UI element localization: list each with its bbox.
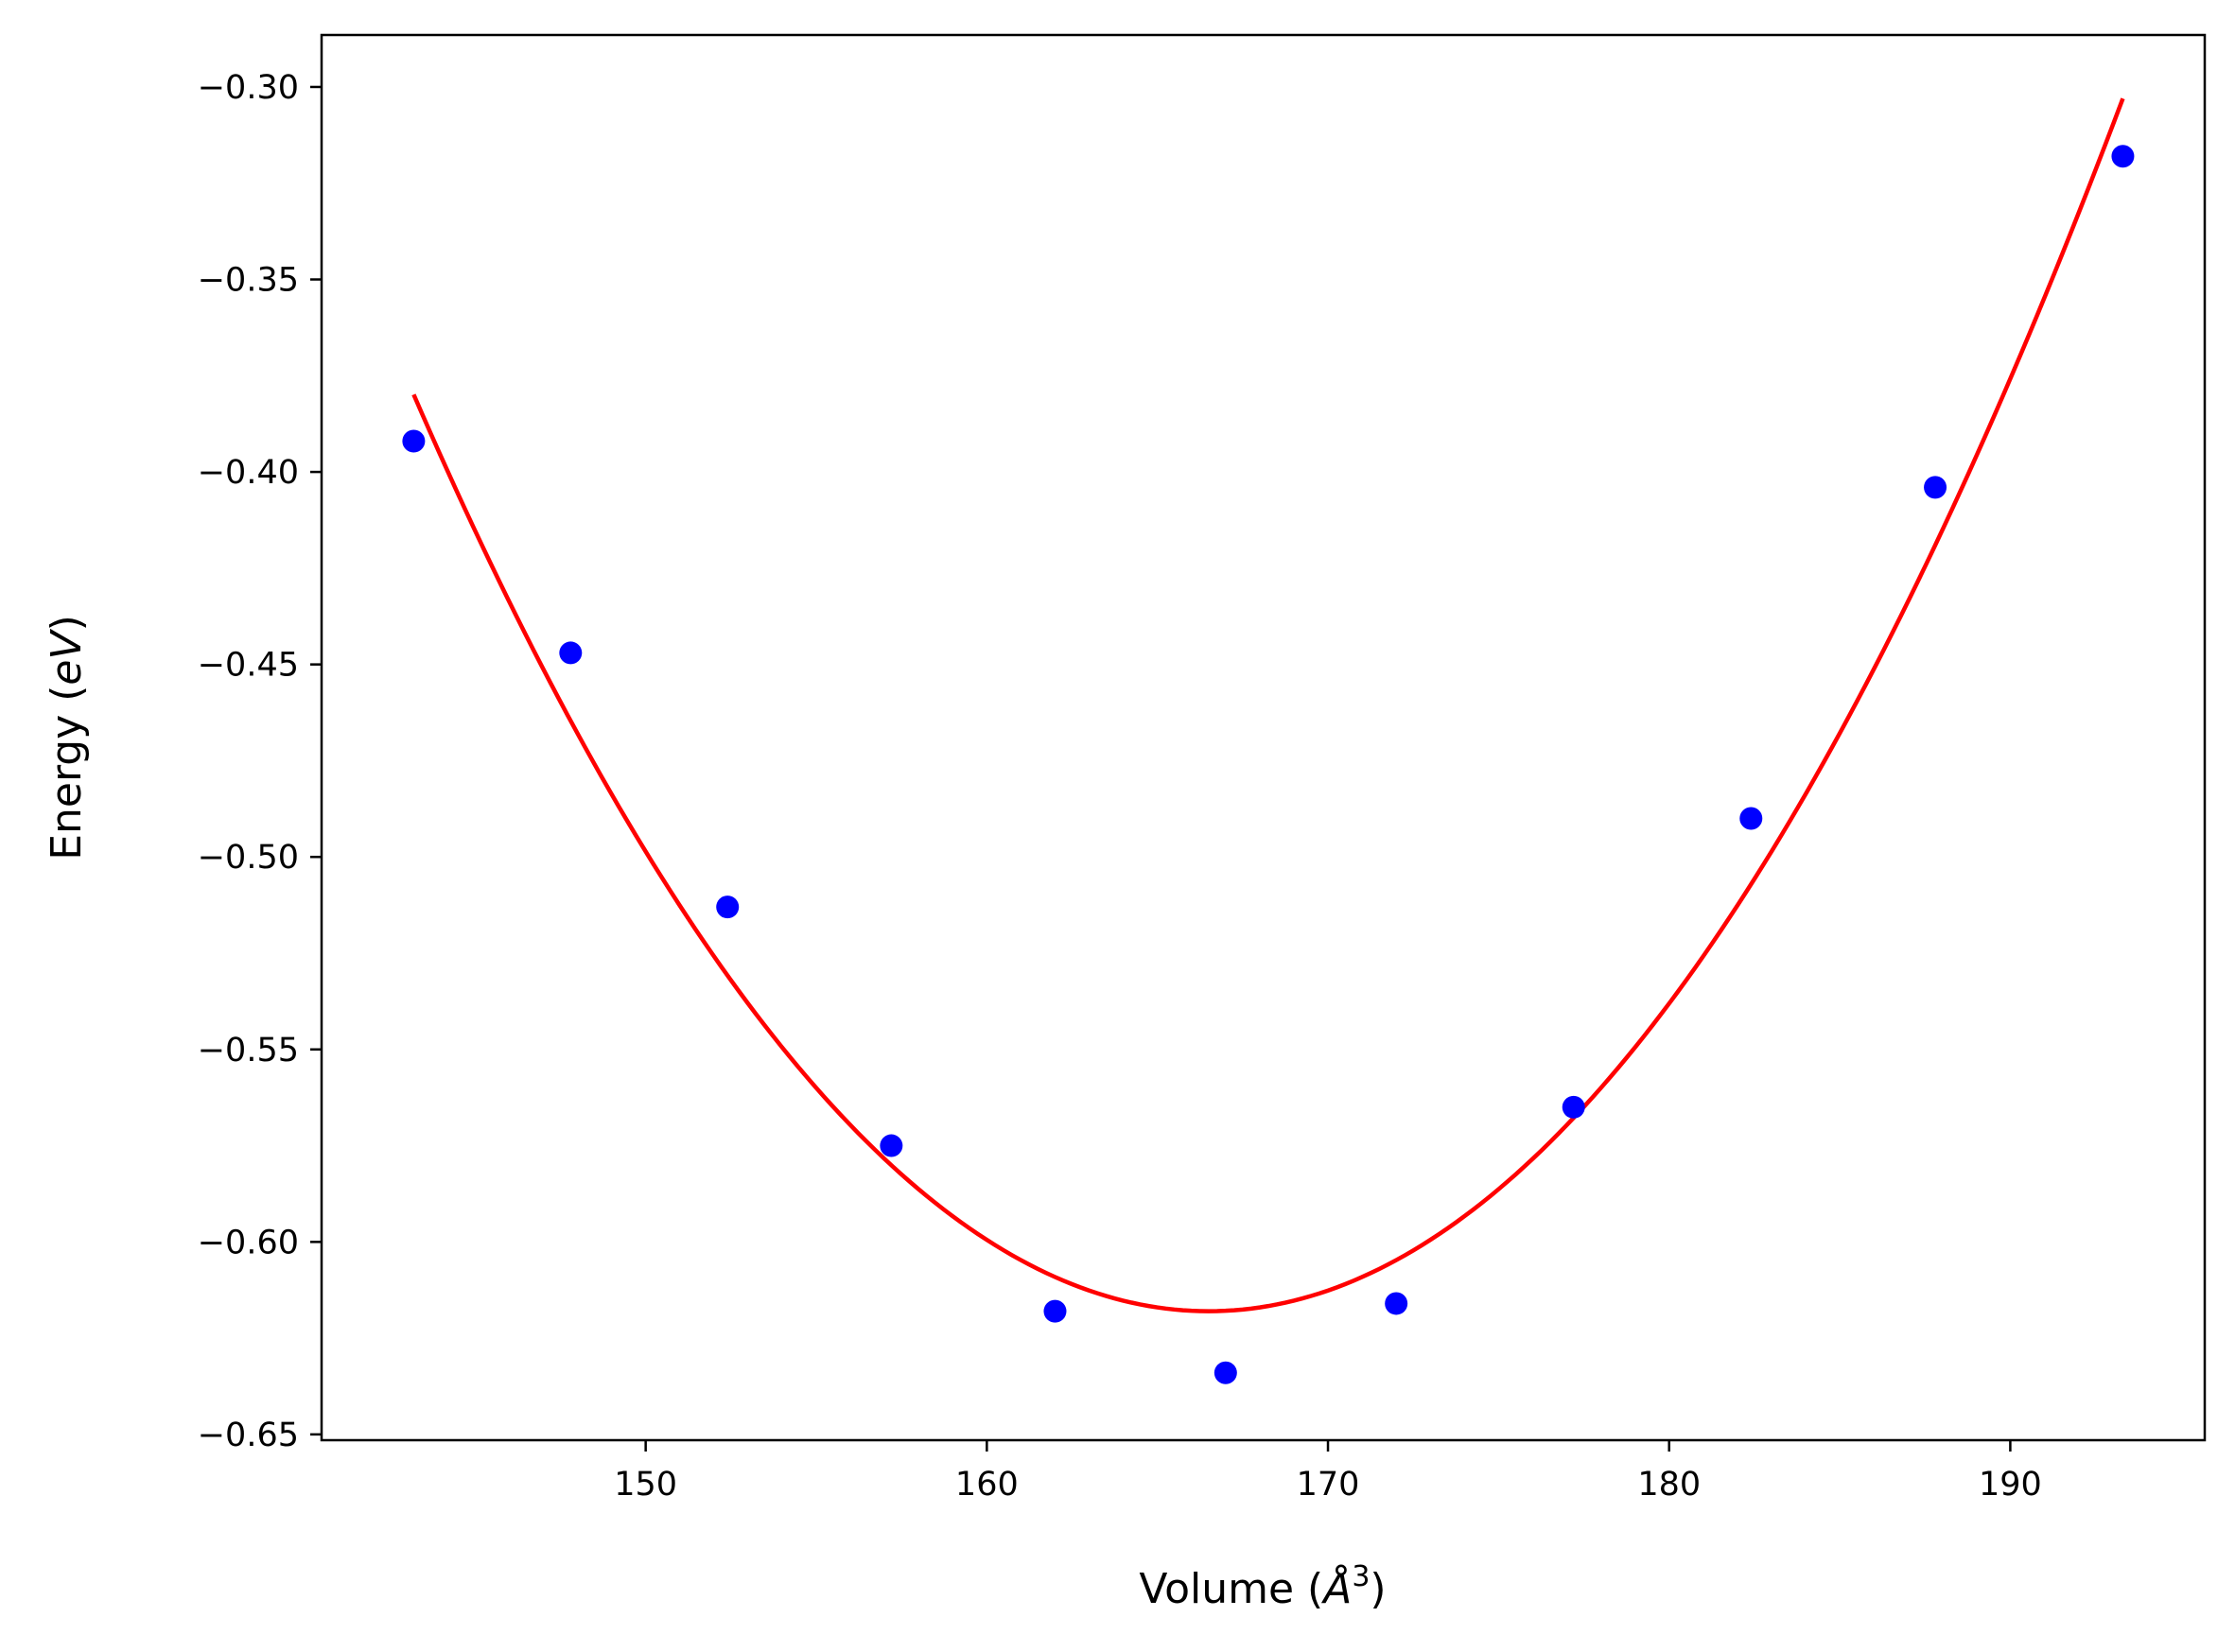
y-axis-title: Energy (eV)	[43, 615, 91, 861]
y-tick-label: −0.35	[198, 262, 299, 300]
fit-curve	[411, 97, 2125, 1313]
data-point	[716, 896, 740, 919]
y-tick-label: −0.30	[198, 69, 299, 107]
x-tick-label: 180	[1637, 1466, 1701, 1504]
data-point	[402, 429, 426, 453]
data-point	[1214, 1361, 1237, 1384]
data-point	[1924, 476, 1947, 499]
x-tick-label: 150	[614, 1466, 677, 1504]
data-point	[1739, 807, 1763, 830]
data-point	[1562, 1095, 1585, 1119]
data-point	[2111, 145, 2135, 168]
y-tick-label: −0.45	[198, 647, 299, 685]
y-tick-label: −0.40	[198, 454, 299, 492]
x-tick-label: 190	[1979, 1466, 2042, 1504]
y-tick-label: −0.60	[198, 1224, 299, 1261]
x-tick-label: 160	[955, 1466, 1019, 1504]
data-point	[1043, 1299, 1067, 1323]
data-point	[1385, 1292, 1408, 1315]
data-point	[559, 641, 583, 665]
y-tick-label: −0.65	[198, 1417, 299, 1454]
data-point	[880, 1134, 903, 1157]
y-axis: −0.30 −0.35 −0.40 −0.45 −0.50 −0.55 −0.60 −0.65	[198, 69, 322, 1454]
x-axis-title: Volume (Å3)	[1139, 1560, 1386, 1613]
y-tick-label: −0.55	[198, 1032, 299, 1069]
x-axis: 150 160 170 180 190	[614, 1440, 2042, 1504]
plot-frame	[320, 33, 2207, 1442]
plot-area	[402, 97, 2135, 1384]
y-tick-label: −0.50	[198, 839, 299, 877]
x-tick-label: 170	[1297, 1466, 1360, 1504]
